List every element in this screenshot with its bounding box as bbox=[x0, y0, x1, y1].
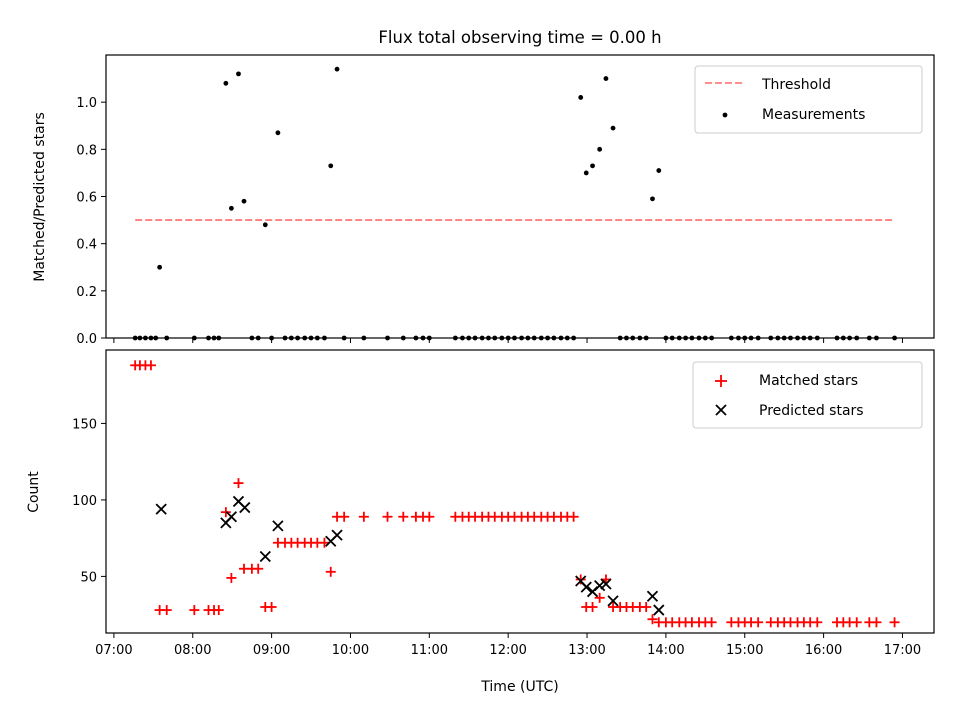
matched-stars-point bbox=[851, 617, 862, 628]
bottom-panel: 07:00 08:00 09:00 10:00 11:00 12:00 13:00 14:00… bbox=[26, 349, 935, 695]
x-tick-label: 17:00 bbox=[884, 643, 921, 658]
matched-stars-point bbox=[233, 478, 244, 489]
legend-measurements-label: Measurements bbox=[762, 107, 865, 123]
matched-stars-point bbox=[398, 511, 409, 522]
top-y-tick-label: 0.2 bbox=[76, 285, 97, 300]
matched-stars-point bbox=[706, 617, 717, 628]
predicted-stars-point bbox=[272, 520, 284, 532]
x-tick-label: 08:00 bbox=[174, 643, 211, 658]
matched-stars-point bbox=[145, 360, 156, 371]
measurements-point bbox=[650, 196, 655, 202]
top-y-tick-label: 0.6 bbox=[76, 191, 97, 206]
matched-stars-point bbox=[339, 511, 350, 522]
x-tick-label: 15:00 bbox=[726, 643, 763, 658]
bottom-y-axis-label: Count bbox=[26, 471, 42, 513]
matched-stars-point bbox=[358, 511, 369, 522]
matched-stars-point bbox=[266, 601, 277, 612]
measurements-point bbox=[656, 168, 662, 173]
matched-stars-point bbox=[319, 537, 330, 548]
predicted-stars-point bbox=[580, 581, 592, 593]
measurements-point bbox=[241, 198, 247, 204]
measurements-point bbox=[597, 146, 603, 152]
predicted-stars-point bbox=[600, 578, 612, 590]
top-y-tick-label: 0.0 bbox=[76, 332, 97, 347]
predicted-stars-point bbox=[646, 590, 659, 602]
measurements-point bbox=[610, 125, 616, 131]
matched-stars-point bbox=[647, 614, 658, 625]
measurements-point bbox=[236, 71, 241, 77]
bottom-y-tick-label: 50 bbox=[80, 570, 97, 585]
top-y-axis-label: Matched/Predicted stars bbox=[32, 112, 48, 282]
measurements-point bbox=[328, 163, 334, 169]
measurements-point bbox=[223, 80, 229, 86]
matched-stars-point bbox=[568, 511, 579, 522]
predicted-stars-point bbox=[331, 529, 343, 541]
legend-threshold-label: Threshold bbox=[761, 77, 831, 93]
legend-measurements-swatch bbox=[722, 112, 728, 118]
top-legend: Threshold Measurements bbox=[694, 65, 923, 134]
matched-stars-point bbox=[594, 592, 605, 603]
top-y-tick-label: 0.8 bbox=[76, 143, 97, 158]
predicted-stars-point bbox=[653, 604, 665, 616]
bottom-data-series bbox=[130, 360, 900, 628]
x-tick-label: 16:00 bbox=[805, 643, 842, 658]
matched-stars-point bbox=[587, 601, 598, 612]
matched-stars-point bbox=[226, 572, 237, 583]
matched-stars-point bbox=[325, 566, 336, 577]
chart-title: Flux total observing time = 0.00 h bbox=[378, 28, 661, 47]
top-axis-ticks: 0.0 0.2 0.4 0.6 0.8 1.0 bbox=[76, 96, 903, 347]
measurements-point bbox=[262, 222, 268, 228]
measurements-point bbox=[590, 163, 595, 169]
matched-stars-point bbox=[575, 574, 586, 585]
predicted-stars-point bbox=[259, 550, 271, 563]
measurements-point bbox=[583, 170, 589, 176]
measurements-point bbox=[603, 76, 609, 81]
matched-stars-point bbox=[424, 511, 435, 522]
matched-stars-point bbox=[161, 605, 172, 616]
x-tick-label: 14:00 bbox=[647, 643, 684, 658]
x-axis-label: Time (UTC) bbox=[480, 679, 558, 695]
legend-matched-label: Matched stars bbox=[759, 373, 858, 389]
bottom-y-tick-label: 100 bbox=[72, 494, 97, 509]
x-tick-label: 09:00 bbox=[253, 643, 290, 658]
top-panel: 0.0 0.2 0.4 0.6 0.8 1.0 Matched/Predicted sta… bbox=[32, 54, 935, 347]
bottom-axis-ticks: 07:00 08:00 09:00 10:00 11:00 12:00 13:00 14:00… bbox=[72, 417, 921, 658]
top-axes-frame bbox=[105, 54, 935, 339]
matched-stars-point bbox=[189, 605, 200, 616]
matched-stars-point bbox=[641, 601, 652, 612]
matched-stars-point bbox=[220, 507, 231, 518]
legend-matched-swatch bbox=[715, 375, 727, 387]
top-legend-box bbox=[694, 65, 923, 134]
top-y-tick-label: 0.4 bbox=[76, 238, 97, 253]
bottom-legend-box bbox=[692, 361, 923, 429]
matched-stars-point bbox=[253, 563, 264, 574]
x-tick-label: 12:00 bbox=[489, 643, 526, 658]
matched-stars-point bbox=[753, 617, 764, 628]
x-tick-label: 10:00 bbox=[332, 643, 369, 658]
measurements-point bbox=[334, 66, 340, 72]
measurements-point bbox=[275, 130, 281, 136]
matched-stars-point bbox=[871, 617, 882, 628]
bottom-axes-frame bbox=[105, 349, 935, 634]
predicted-stars-point bbox=[225, 511, 238, 523]
matched-stars-point bbox=[812, 617, 823, 628]
bottom-y-tick-label: 150 bbox=[72, 417, 97, 432]
predicted-stars-point bbox=[239, 501, 251, 514]
legend-predicted-swatch bbox=[715, 404, 727, 416]
matched-stars-point bbox=[382, 511, 393, 522]
x-tick-label: 13:00 bbox=[568, 643, 605, 658]
measurements-point bbox=[228, 205, 234, 211]
legend-predicted-label: Predicted stars bbox=[759, 403, 864, 419]
matched-stars-point bbox=[213, 605, 224, 616]
x-tick-label: 07:00 bbox=[95, 643, 132, 658]
matched-stars-point bbox=[889, 617, 900, 628]
measurements-point bbox=[578, 95, 584, 100]
x-tick-label: 11:00 bbox=[411, 643, 448, 658]
predicted-stars-point bbox=[607, 595, 619, 607]
measurements-point bbox=[157, 264, 163, 270]
top-y-tick-label: 1.0 bbox=[76, 96, 97, 111]
predicted-stars-point bbox=[155, 503, 167, 515]
bottom-legend: Matched stars Predicted stars bbox=[692, 361, 923, 429]
